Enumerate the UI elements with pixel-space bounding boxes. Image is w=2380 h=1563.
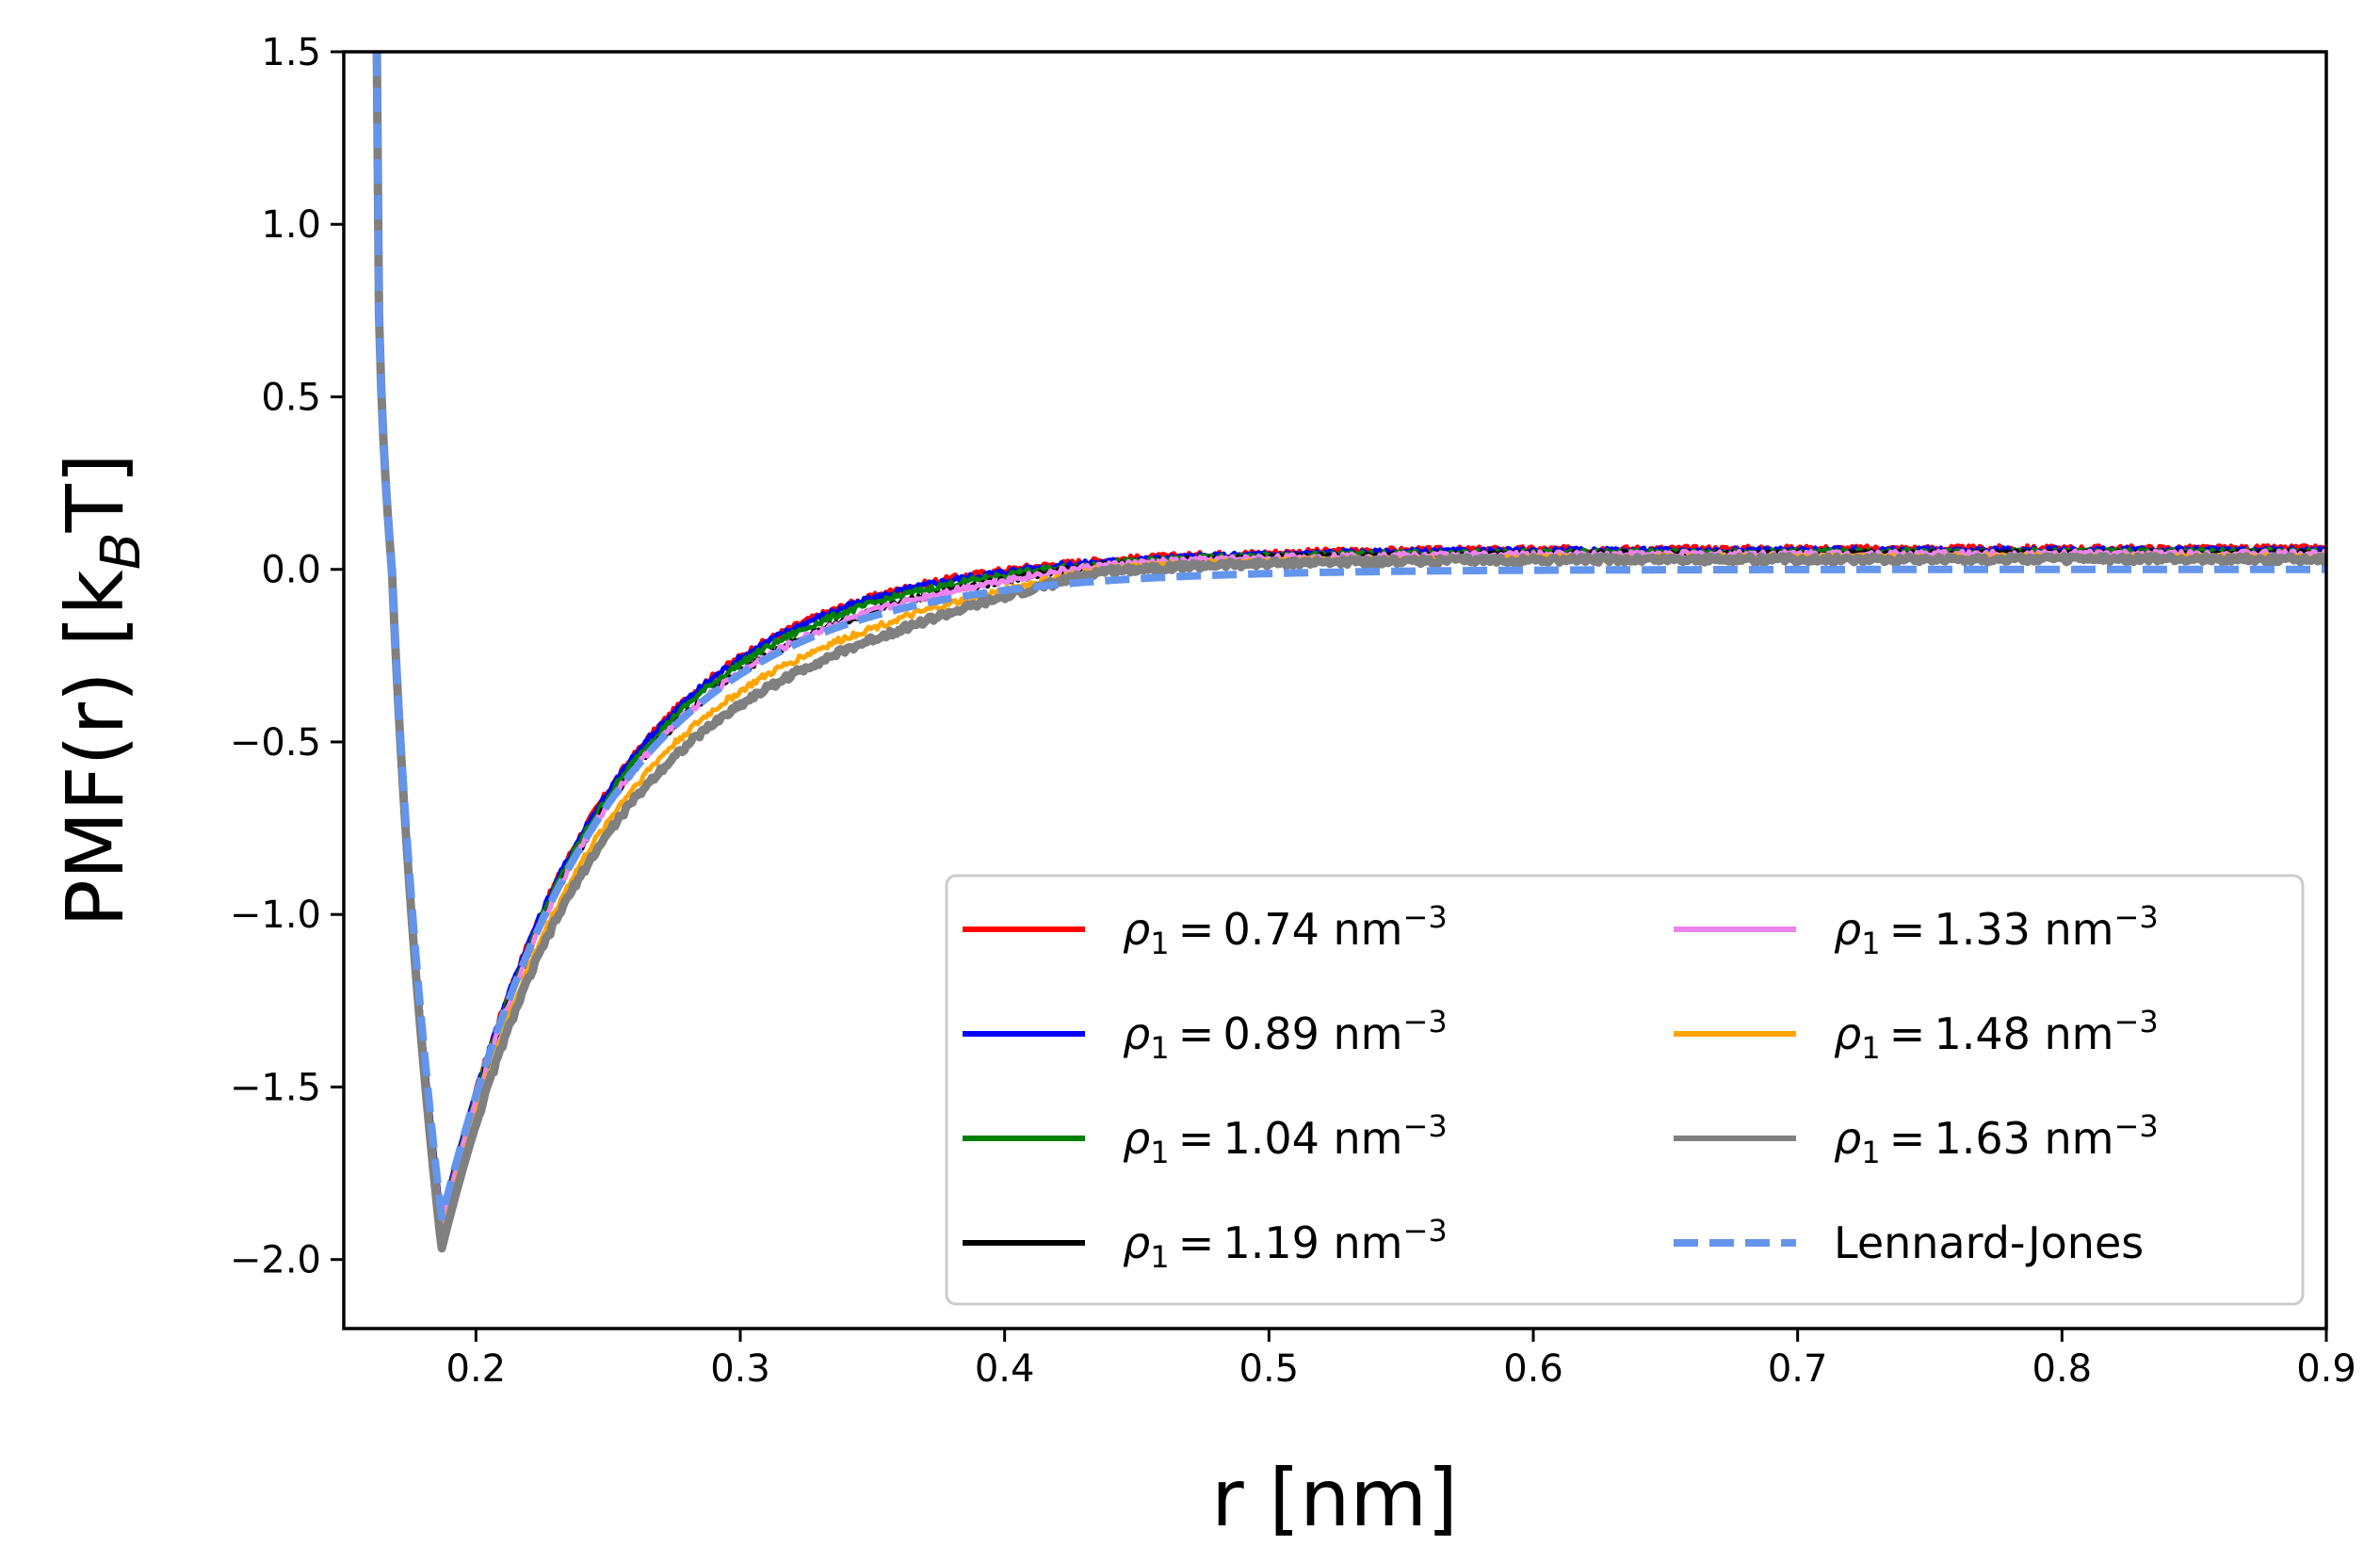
legend-label: ρ1 = 1.33 nm−3 [1834,899,2159,961]
y-axis-label-subscript: B [89,532,153,570]
axis-ticks: 0.2 0.3 0.4 0.5 0.6 0.7 0.8 0.9 1.5 1.0 0.5 0.0 −0.5… [230,31,2356,1391]
y-tick-label: −1.0 [230,894,321,937]
x-tick-label: 0.4 [975,1347,1035,1391]
y-tick-label: −1.5 [230,1066,321,1109]
y-tick-label: 1.5 [261,31,321,74]
y-axis-label-tail: T] [49,453,141,533]
series-line [372,52,2326,1253]
legend-label: ρ1 = 0.74 nm−3 [1123,899,1448,961]
x-tick-label: 0.5 [1239,1347,1300,1391]
plot-frame [342,50,2328,1330]
legend-label: ρ1 = 1.19 nm−3 [1123,1213,1448,1275]
series-layer [372,52,2326,1253]
y-tick-label: 0.0 [261,549,321,592]
x-tick-label: 0.9 [2296,1347,2356,1391]
y-tick-label: −0.5 [230,721,321,765]
y-axis-label: PMF(r) [kBT] [49,453,153,927]
y-axis-label-main: PMF(r) [k [49,570,141,927]
series-line [373,52,2326,1221]
legend: ρ1 = 0.74 nm−3 ρ1 = 0.89 nm−3 ρ1 = 1.04 nm… [945,874,2305,1306]
legend-label: ρ1 = 1.04 nm−3 [1123,1108,1448,1170]
x-tick-label: 0.6 [1503,1347,1563,1391]
legend-label: ρ1 = 1.48 nm−3 [1834,1004,2159,1066]
x-tick-label: 0.2 [446,1347,507,1391]
legend-box [945,874,2305,1306]
y-tick-label: −2.0 [230,1239,321,1282]
x-axis-label: r [nm] [1211,1452,1458,1544]
legend-label: ρ1 = 0.89 nm−3 [1123,1004,1448,1066]
y-tick-label: 0.5 [261,376,321,419]
legend-label: Lennard-Jones [1834,1217,2144,1268]
x-tick-label: 0.8 [2032,1347,2093,1391]
x-tick-label: 0.7 [1768,1347,1828,1391]
y-tick-label: 1.0 [261,203,321,247]
x-tick-label: 0.3 [710,1347,770,1391]
legend-label: ρ1 = 1.63 nm−3 [1834,1108,2159,1170]
